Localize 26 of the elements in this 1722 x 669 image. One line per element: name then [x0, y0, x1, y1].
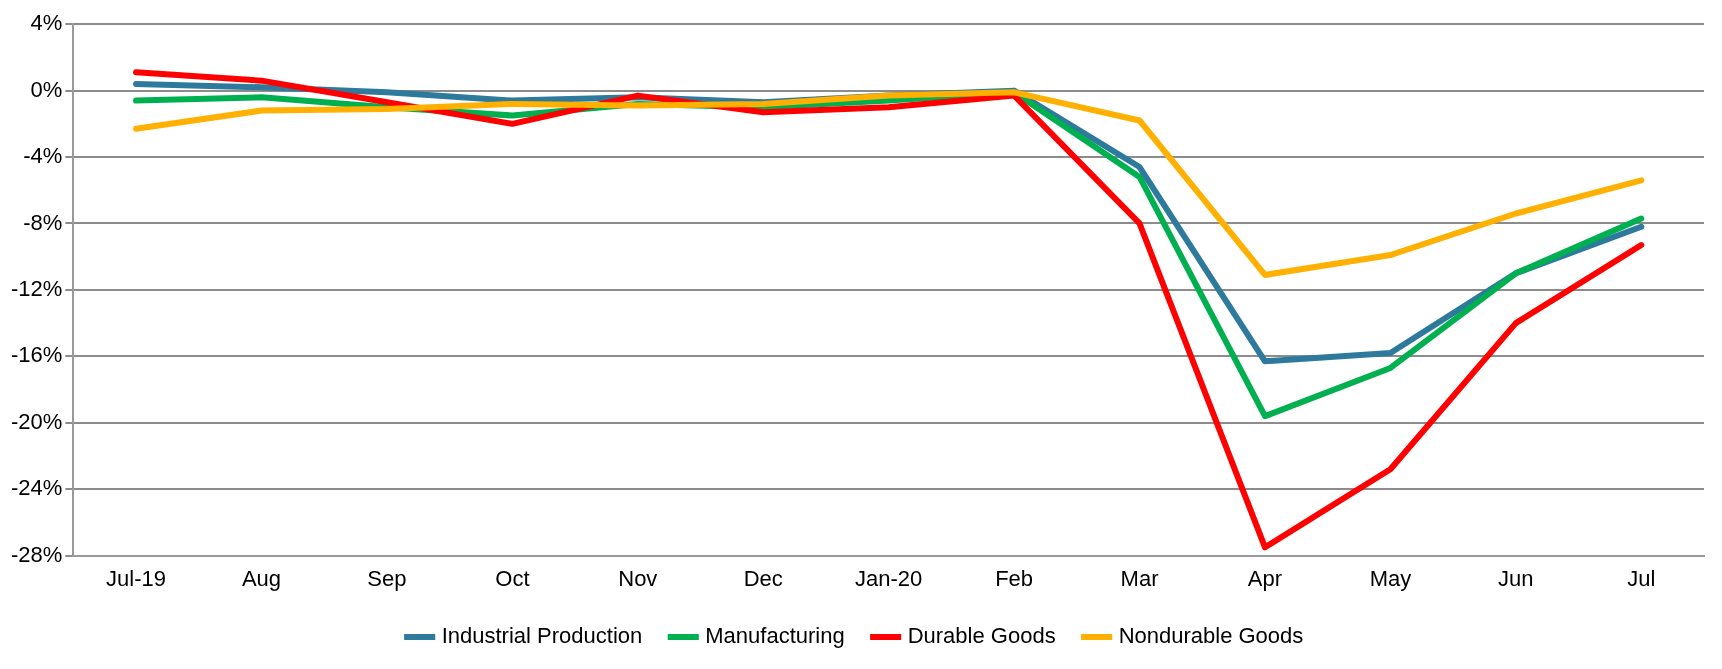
legend-label: Manufacturing	[705, 623, 845, 649]
x-tick-label: May	[1369, 565, 1412, 591]
y-tick-label: -20%	[11, 408, 63, 434]
x-tick-label: Apr	[1247, 565, 1283, 591]
y-tick-label: -28%	[11, 541, 63, 567]
x-tick-label: Jul	[1627, 565, 1656, 591]
y-tick-label: 0%	[30, 76, 63, 102]
y-tick-label: 4%	[30, 10, 63, 36]
y-tick-label: -4%	[23, 143, 63, 169]
legend-label: Durable Goods	[907, 623, 1056, 649]
y-tick-label: -12%	[11, 275, 63, 301]
x-tick-label: Jun	[1498, 565, 1534, 591]
x-tick-label: Jul-19	[106, 565, 167, 591]
x-tick-label: Nov	[618, 565, 658, 591]
legend-label: Nondurable Goods	[1118, 623, 1304, 649]
x-tick-label: Sep	[367, 565, 407, 591]
x-tick-label: Oct	[495, 565, 530, 591]
x-tick-label: Aug	[241, 565, 282, 591]
x-tick-label: Feb	[995, 565, 1034, 591]
y-tick-label: -24%	[11, 475, 63, 501]
y-tick-label: -8%	[23, 209, 63, 235]
legend-label: Industrial Production	[441, 623, 643, 649]
y-tick-label: -16%	[11, 342, 63, 368]
x-tick-label: Jan-20	[855, 565, 923, 591]
x-tick-label: Mar	[1120, 565, 1159, 591]
x-tick-label: Dec	[743, 565, 783, 591]
